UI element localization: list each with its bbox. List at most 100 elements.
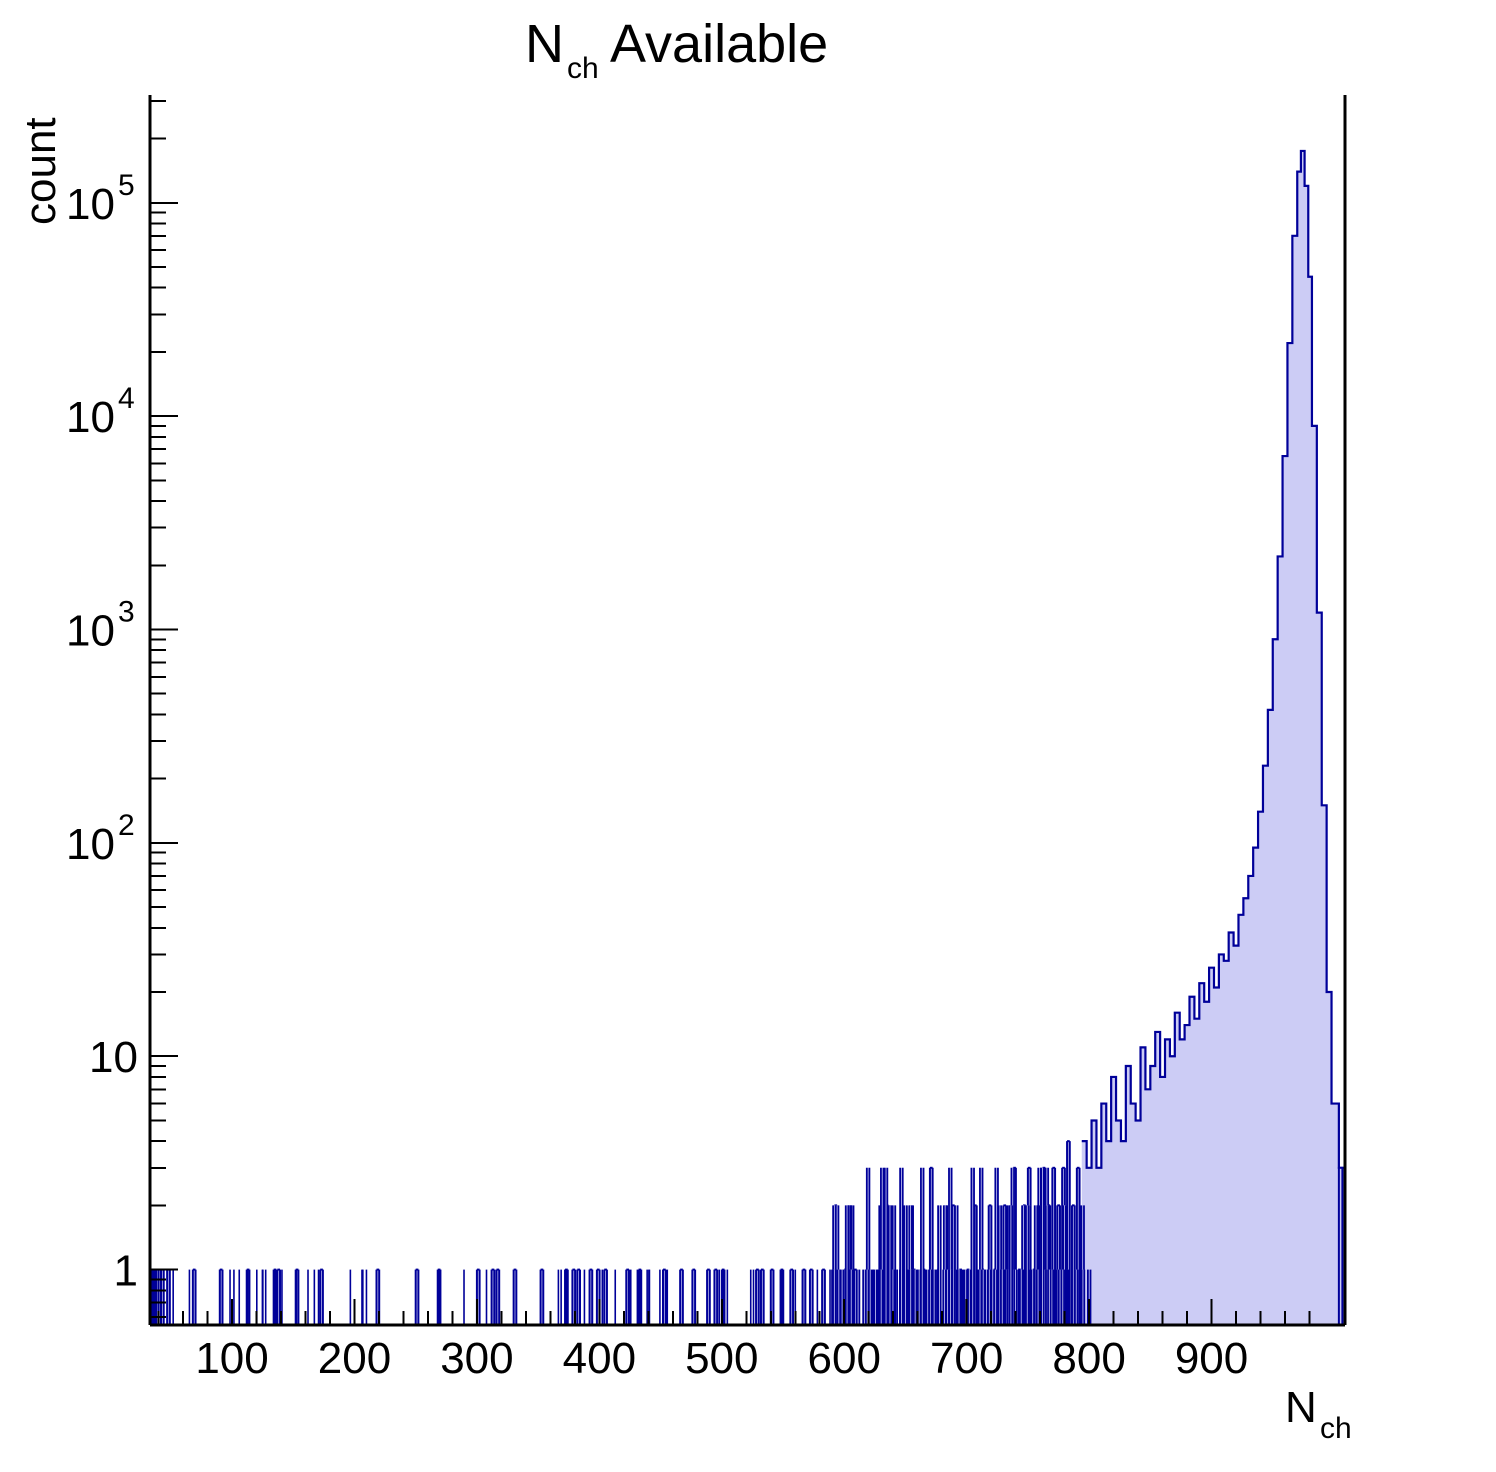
histogram-bin — [932, 1269, 936, 1325]
histogram-bin — [476, 1269, 480, 1325]
histogram-bin — [880, 1167, 884, 1325]
histogram-bin — [837, 1269, 841, 1325]
histogram-bin — [1011, 1269, 1015, 1325]
histogram-series — [151, 149, 1344, 1325]
histogram-bin — [770, 1269, 774, 1325]
histogram-bin — [1052, 1167, 1056, 1325]
histogram-bin — [1003, 1205, 1007, 1325]
histogram-bin — [913, 1269, 917, 1325]
histogram-bin — [158, 1269, 162, 1325]
histogram-bin — [1337, 1166, 1344, 1325]
histogram-bin — [1058, 1269, 1062, 1325]
histogram-bin — [985, 1269, 988, 1325]
histogram-bin — [513, 1269, 517, 1325]
histogram-bin — [219, 1269, 223, 1325]
histogram-bin — [809, 1269, 813, 1325]
histogram-bin — [971, 1167, 975, 1325]
histogram-bin — [917, 1269, 921, 1325]
histogram-bin — [1057, 1205, 1060, 1325]
histogram-bin — [854, 1269, 857, 1325]
histogram-bin — [540, 1269, 544, 1325]
y-axis-tick-label: 10 — [66, 393, 115, 442]
x-axis-tick-label: 200 — [318, 1334, 391, 1383]
histogram-bin — [1061, 1269, 1065, 1325]
histogram-bin — [1009, 1205, 1013, 1325]
histogram-bin — [320, 1269, 323, 1325]
y-axis-title-text: count — [16, 117, 65, 225]
histogram-bin — [822, 1269, 825, 1325]
histogram-bin — [156, 1269, 159, 1325]
histogram-bin — [968, 1269, 971, 1325]
histogram-bin — [1087, 1269, 1091, 1325]
histogram-bin — [1031, 1269, 1035, 1325]
histogram-bin — [865, 1269, 869, 1325]
histogram-bin — [978, 1269, 982, 1325]
histogram-bin — [760, 1269, 764, 1325]
y-axis-tick-exponent: 3 — [118, 596, 135, 629]
histogram-bin — [938, 1205, 941, 1325]
histogram-bin — [943, 1269, 946, 1325]
histogram-bin — [981, 1269, 985, 1325]
histogram-bin — [756, 1269, 759, 1325]
histogram-bin — [376, 1269, 380, 1325]
histogram-bin — [572, 1269, 576, 1325]
histogram-bin — [868, 1269, 872, 1325]
histogram-bin — [680, 1269, 683, 1325]
histogram-bin — [1014, 1269, 1017, 1325]
histogram-bin — [951, 1205, 955, 1325]
histogram-sparse-spikes — [151, 1140, 1344, 1325]
histogram-bin — [1081, 1205, 1084, 1325]
histogram-bin — [192, 1269, 196, 1325]
histogram-bin — [833, 1205, 836, 1325]
histogram-bin — [790, 1269, 794, 1325]
x-axis-tick-label: 300 — [440, 1334, 513, 1383]
x-axis-tick-label: 900 — [1175, 1334, 1248, 1383]
histogram-bin — [1022, 1205, 1025, 1325]
histogram-bin — [1063, 1205, 1066, 1325]
histogram-bin — [998, 1205, 1002, 1325]
histogram-bin — [491, 1269, 495, 1325]
histogram-bin — [863, 1269, 866, 1325]
x-axis-tick-label: 800 — [1052, 1334, 1125, 1383]
histogram-bin — [948, 1167, 952, 1325]
histogram-bin — [707, 1269, 710, 1325]
histogram-bin — [995, 1167, 998, 1325]
histogram-bin — [920, 1167, 924, 1325]
histogram-bin — [1050, 1269, 1054, 1325]
x-axis-tick-label: 600 — [808, 1334, 881, 1383]
histogram-bin — [835, 1205, 839, 1325]
histogram-bin — [1048, 1269, 1051, 1325]
histogram-bin — [1074, 1269, 1078, 1325]
histogram-bin — [1067, 1141, 1070, 1325]
y-axis-tick-exponent: 2 — [118, 809, 135, 842]
histogram-bin — [856, 1269, 860, 1325]
histogram-bin — [802, 1269, 806, 1325]
y-axis-tick-label: 10 — [66, 607, 115, 656]
histogram-bin — [415, 1269, 419, 1325]
plot-title-subscript: ch — [567, 52, 599, 85]
histogram-bin — [626, 1269, 629, 1325]
histogram-bin — [988, 1205, 992, 1325]
histogram-bin — [929, 1167, 933, 1325]
y-axis-tick-exponent: 4 — [118, 382, 135, 415]
histogram-bin — [1025, 1205, 1029, 1325]
histogram-bin — [987, 1269, 991, 1325]
x-axis-tick-label: 100 — [195, 1334, 268, 1383]
histogram-bin — [1000, 1269, 1004, 1325]
histogram-bin — [874, 1269, 877, 1325]
y-axis-title: count — [16, 117, 65, 225]
histogram-bin — [167, 1269, 170, 1325]
x-axis-tick-label: 500 — [685, 1334, 758, 1383]
y-axis-tick-label: 10 — [66, 820, 115, 869]
histogram-bin — [879, 1269, 883, 1325]
histogram-bin — [952, 1269, 956, 1325]
y-axis-tick-label: 1 — [114, 1247, 138, 1296]
histogram-bin — [714, 1269, 718, 1325]
histogram-bin — [1036, 1269, 1040, 1325]
x-axis-title-subscript: ch — [1320, 1412, 1352, 1445]
y-axis-tick-label: 10 — [66, 180, 115, 229]
histogram-bin — [991, 1269, 995, 1325]
plot-frame — [148, 95, 1347, 1327]
histogram-bin — [979, 1167, 983, 1325]
